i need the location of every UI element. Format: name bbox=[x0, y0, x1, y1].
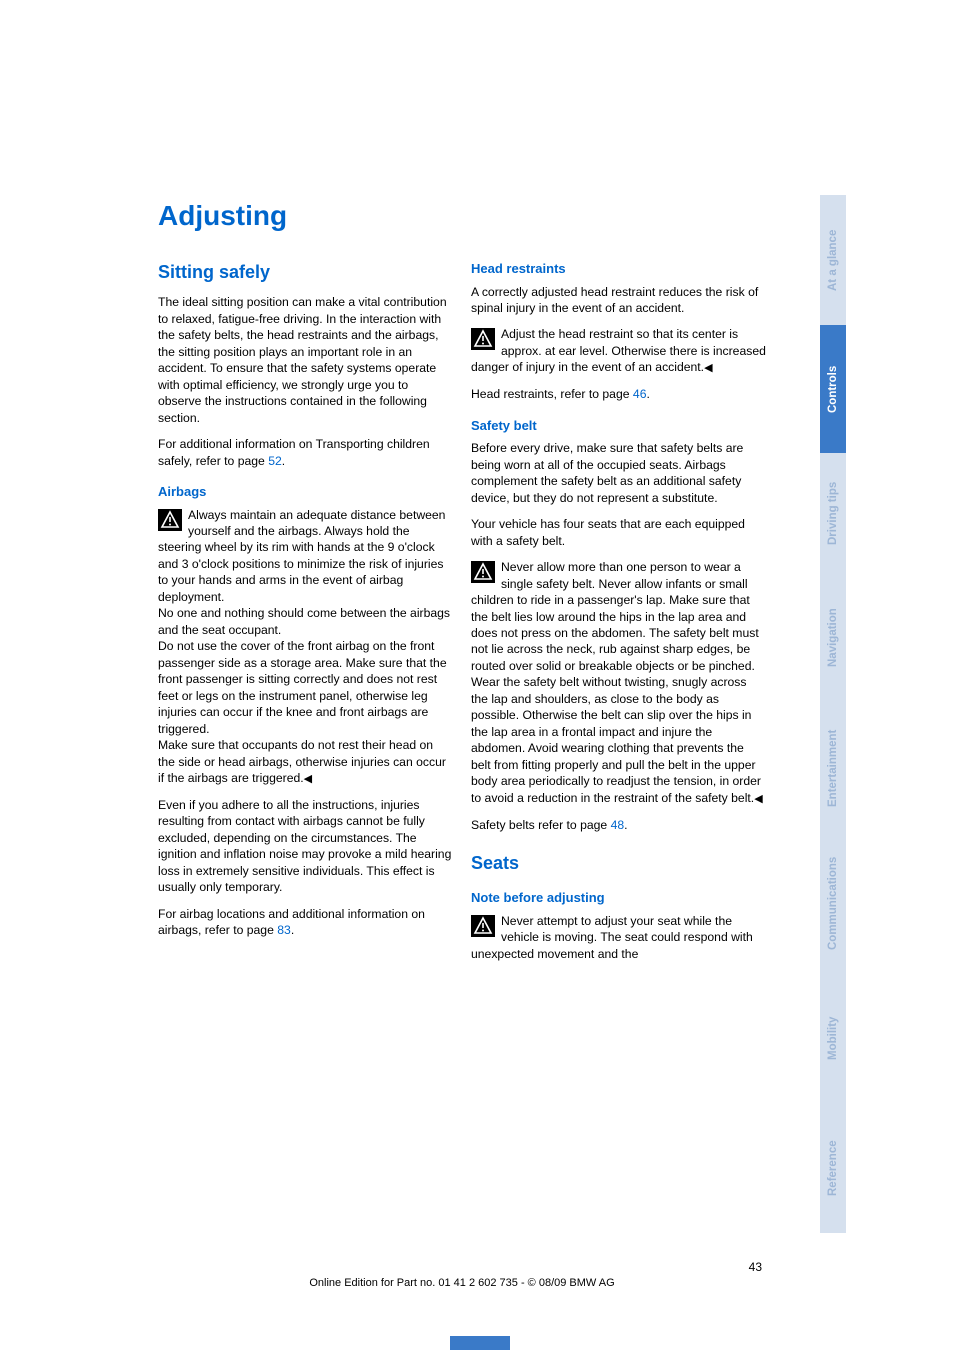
page-link[interactable]: 48 bbox=[611, 818, 625, 832]
side-tab[interactable]: Entertainment bbox=[820, 703, 846, 833]
heading-seats: Seats bbox=[471, 851, 766, 875]
heading-airbags: Airbags bbox=[158, 483, 453, 501]
body-text: Safety belts refer to page 48. bbox=[471, 817, 766, 833]
side-tabs: At a glanceControlsDriving tipsNavigatio… bbox=[820, 195, 846, 1233]
end-marker-icon: ◀ bbox=[304, 773, 312, 785]
warning-icon bbox=[471, 561, 495, 583]
body-text: The ideal sitting position can make a vi… bbox=[158, 294, 453, 426]
warning-block: Never allow more than one person to wear… bbox=[471, 559, 766, 806]
side-tab[interactable]: Communications bbox=[820, 833, 846, 973]
text-run: Safety belts refer to page bbox=[471, 818, 611, 832]
heading-note-before-adjusting: Note before adjusting bbox=[471, 889, 766, 907]
warning-text: Never attempt to adjust your seat while … bbox=[471, 914, 753, 961]
warning-icon bbox=[471, 328, 495, 350]
heading-safety-belt: Safety belt bbox=[471, 417, 766, 435]
text-run: . bbox=[291, 923, 294, 937]
warning-icon bbox=[158, 509, 182, 531]
column-left: Sitting safely The ideal sitting positio… bbox=[158, 260, 453, 972]
chapter-title: Adjusting bbox=[158, 200, 766, 232]
body-text: Even if you adhere to all the instructio… bbox=[158, 797, 453, 896]
side-tab[interactable]: Controls bbox=[820, 325, 846, 453]
body-text: For additional information on Transporti… bbox=[158, 436, 453, 469]
side-tab[interactable]: Mobility bbox=[820, 973, 846, 1103]
text-run: For additional information on Transporti… bbox=[158, 437, 430, 467]
text-run: Head restraints, refer to page bbox=[471, 387, 633, 401]
text-run: . bbox=[282, 454, 285, 468]
end-marker-icon: ◀ bbox=[704, 362, 712, 374]
side-tab[interactable]: At a glance bbox=[820, 195, 846, 325]
warning-text: Always maintain an adequate distance bet… bbox=[158, 508, 445, 604]
body-text: Your vehicle has four seats that are eac… bbox=[471, 516, 766, 549]
text-run: . bbox=[646, 387, 649, 401]
body-text: A correctly adjusted head restraint redu… bbox=[471, 284, 766, 317]
body-text: Head restraints, refer to page 46. bbox=[471, 386, 766, 402]
warning-block: Always maintain an adequate distance bet… bbox=[158, 507, 453, 787]
end-marker-icon: ◀ bbox=[754, 793, 762, 805]
page-number: 43 bbox=[158, 1260, 766, 1274]
page-content: Adjusting Sitting safely The ideal sitti… bbox=[158, 200, 766, 972]
page-link[interactable]: 46 bbox=[633, 387, 647, 401]
heading-sitting-safely: Sitting safely bbox=[158, 260, 453, 284]
body-text: Before every drive, make sure that safet… bbox=[471, 440, 766, 506]
warning-text: Make sure that occupants do not rest the… bbox=[158, 738, 446, 785]
footer-text: Online Edition for Part no. 01 41 2 602 … bbox=[158, 1277, 766, 1289]
warning-icon bbox=[471, 915, 495, 937]
warning-block: Adjust the head restraint so that its ce… bbox=[471, 326, 766, 376]
warning-text: Never allow more than one person to wear… bbox=[471, 560, 761, 805]
page-link[interactable]: 83 bbox=[277, 923, 291, 937]
warning-block: Never attempt to adjust your seat while … bbox=[471, 913, 766, 962]
warning-text: Adjust the head restraint so that its ce… bbox=[471, 327, 766, 374]
side-tab[interactable]: Driving tips bbox=[820, 453, 846, 573]
bottom-accent-bar bbox=[450, 1336, 510, 1350]
side-tab[interactable]: Reference bbox=[820, 1103, 846, 1233]
text-run: . bbox=[624, 818, 627, 832]
warning-text: No one and nothing should come between t… bbox=[158, 605, 453, 638]
page-link[interactable]: 52 bbox=[268, 454, 282, 468]
body-text: For airbag locations and additional info… bbox=[158, 906, 453, 939]
warning-text: Do not use the cover of the front airbag… bbox=[158, 638, 453, 737]
side-tab[interactable]: Navigation bbox=[820, 573, 846, 703]
two-column-layout: Sitting safely The ideal sitting positio… bbox=[158, 260, 766, 972]
column-right: Head restraints A correctly adjusted hea… bbox=[471, 260, 766, 972]
heading-head-restraints: Head restraints bbox=[471, 260, 766, 278]
